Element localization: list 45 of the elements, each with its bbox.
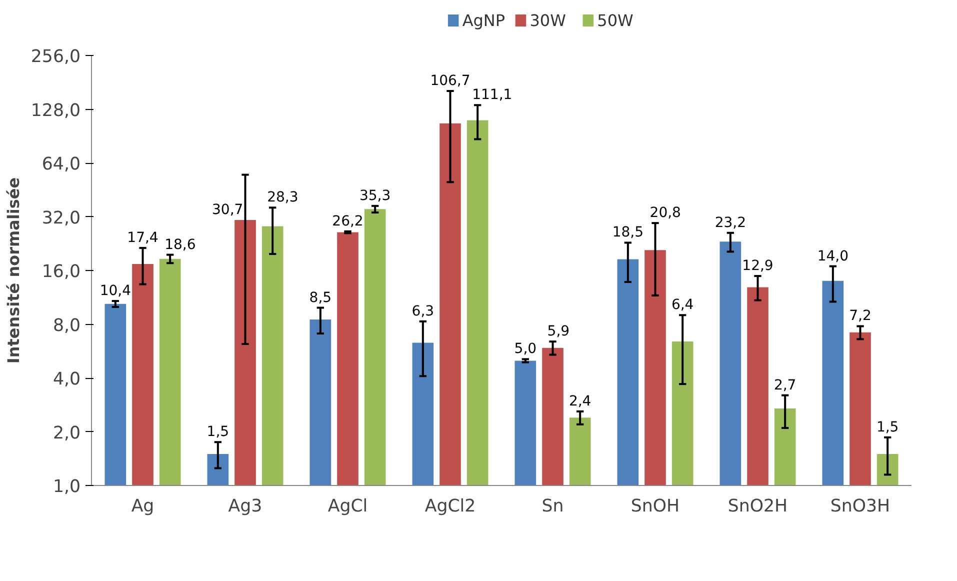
- data-label: 2,4: [568, 393, 592, 410]
- x-tick-label: SnO3H: [830, 496, 890, 516]
- data-label: 8,5: [309, 290, 332, 306]
- legend-label: AgNP: [462, 11, 506, 30]
- data-label: 106,7: [430, 73, 470, 90]
- y-tick-label: 8,0: [52, 316, 81, 336]
- y-tick-label: 1,0: [52, 477, 81, 497]
- y-tick-label: 16,0: [42, 262, 81, 282]
- data-label: 12,9: [742, 258, 774, 274]
- data-label: 1,5: [206, 424, 230, 440]
- data-label: 7,2: [849, 308, 872, 324]
- x-tick-label: Sn: [542, 496, 564, 516]
- data-label: 35,3: [359, 188, 391, 204]
- y-tick-label: 4,0: [52, 370, 81, 390]
- data-label: 18,6: [164, 236, 196, 253]
- legend-label: 50W: [597, 11, 634, 30]
- y-tick-label: 64,0: [42, 154, 81, 174]
- y-tick-label: 256,0: [30, 47, 81, 67]
- x-tick-label: AgCl: [328, 496, 368, 516]
- data-label: 2,7: [774, 377, 796, 394]
- data-label: 30,7: [212, 202, 244, 218]
- y-tick-label: 2,0: [52, 423, 81, 444]
- data-label: 20,8: [650, 205, 681, 222]
- data-label: 23,2: [714, 214, 746, 231]
- data-label: 1,5: [876, 419, 899, 436]
- x-tick-label: AgCl2: [424, 496, 476, 516]
- y-tick-label: 128,0: [30, 100, 81, 121]
- y-tick-label: 32,0: [42, 208, 81, 228]
- data-label: 14,0: [817, 248, 849, 264]
- x-tick-label: Ag: [131, 496, 154, 516]
- data-label: 6,3: [412, 303, 434, 320]
- data-label: 10,4: [100, 283, 132, 300]
- data-label: 18,5: [612, 224, 644, 241]
- data-label: 111,1: [472, 87, 512, 104]
- data-label: 5,9: [547, 324, 570, 340]
- legend-label: 30W: [530, 11, 566, 30]
- data-label: 28,3: [267, 190, 298, 206]
- y-axis-title: Intensité normalisée: [4, 177, 23, 364]
- data-label: 26,2: [332, 213, 364, 230]
- data-label: 5,0: [514, 341, 537, 358]
- data-label: 6,4: [671, 297, 694, 314]
- x-tick-label: Ag3: [228, 496, 262, 516]
- x-tick-label: SnO2H: [728, 496, 788, 516]
- x-tick-label: SnOH: [630, 496, 680, 516]
- data-label: 17,4: [127, 230, 158, 246]
